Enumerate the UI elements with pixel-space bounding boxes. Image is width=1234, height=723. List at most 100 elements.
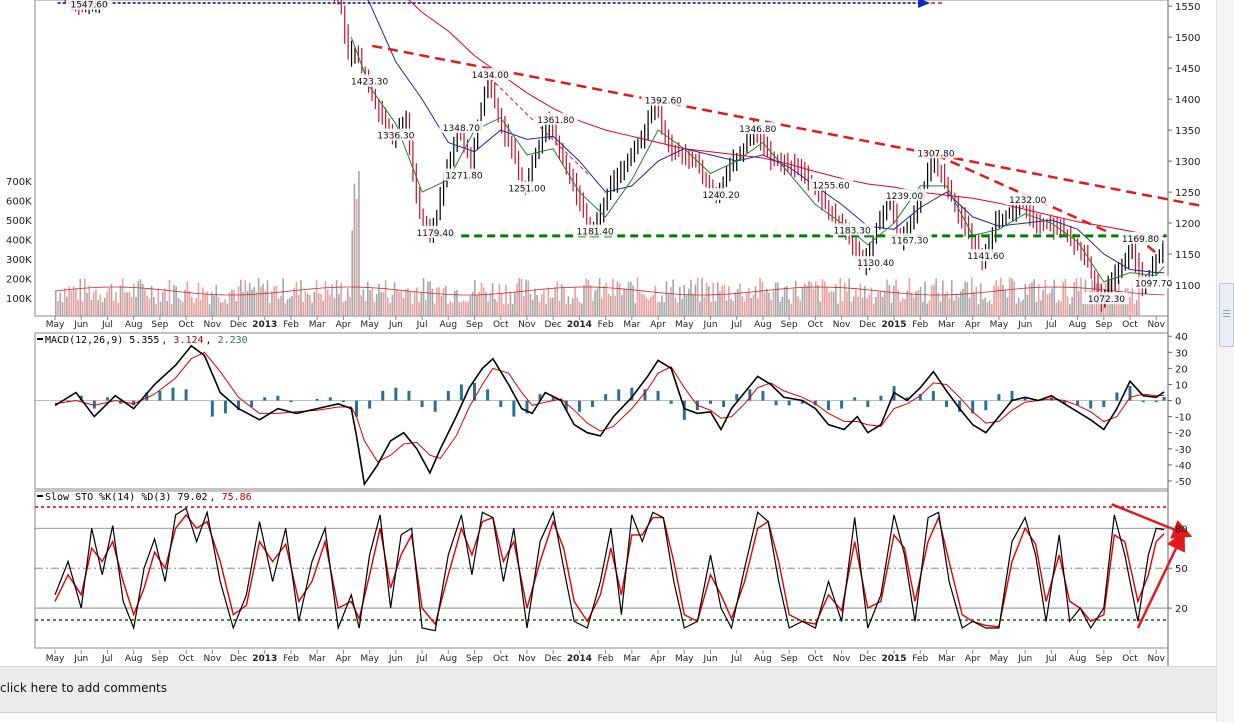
volume-bar: [482, 287, 485, 316]
add-comments-link[interactable]: click here to add comments: [0, 681, 168, 695]
macd-signal-value: 3.124: [173, 335, 203, 346]
volume-bar: [728, 286, 730, 316]
month-label: Dec: [544, 654, 561, 664]
annotation-bg: [347, 74, 392, 87]
annotation-bg: [1131, 276, 1176, 289]
volume-bar: [511, 303, 514, 316]
month-label: Mar: [309, 320, 326, 330]
volume-bar: [605, 282, 608, 316]
volume-bar: [739, 283, 741, 316]
volume-bar: [870, 287, 873, 316]
volume-bar: [402, 297, 405, 316]
panel-legends: MACD(12,26,9) 5.355, 3.124, 2.230 Slow STO …: [45, 335, 252, 503]
macd-tick-label: 10: [1175, 380, 1188, 391]
macd-histogram-bar: [263, 397, 267, 401]
volume-bar: [884, 291, 886, 316]
price-tick-label: 1450: [1175, 64, 1200, 75]
stock-chart: 1547.60 1423.30 1336.30 1179.40 1271.80 1348.…: [6, 0, 1202, 666]
volume-bar: [436, 287, 438, 316]
volume-bar: [338, 293, 340, 316]
month-label: Jul: [101, 654, 113, 664]
volume-bar: [968, 298, 971, 316]
volume-bar: [95, 289, 97, 316]
volume-bar: [574, 287, 576, 316]
month-label: Sep: [781, 320, 798, 330]
volume-bar: [748, 288, 750, 316]
volume-bar: [908, 278, 911, 316]
scrollbar-track[interactable]: [1216, 0, 1234, 722]
volume-bar: [924, 281, 926, 316]
volume-bar: [277, 298, 280, 316]
volume-bar: [864, 285, 866, 316]
annotation-bg: [533, 112, 578, 125]
volume-bar: [360, 295, 362, 316]
volume-bar: [1138, 277, 1140, 316]
volume-bar: [266, 280, 269, 316]
volume-bar: [1075, 278, 1078, 316]
macd-histogram-bar: [971, 400, 975, 414]
volume-bar: [1133, 303, 1136, 316]
volume-bar: [719, 291, 721, 316]
macd-histogram-bar: [879, 395, 883, 401]
month-label: 2014: [567, 654, 592, 664]
price-annotation: 1307.80: [917, 149, 954, 159]
volume-bar: [694, 284, 697, 316]
price-annotation: 1167.30: [891, 236, 928, 246]
volume-bar: [774, 282, 777, 316]
volume-bar: [353, 183, 356, 316]
macd-histogram-bar: [158, 390, 162, 401]
volume-bar: [150, 285, 153, 316]
volume-bar: [765, 288, 768, 316]
volume-bar: [418, 301, 420, 316]
volume-bar: [313, 291, 316, 316]
volume-bar: [817, 285, 819, 316]
annotation-bg: [1005, 193, 1050, 206]
volume-bar: [966, 282, 969, 316]
volume-bar: [335, 280, 338, 316]
volume-bar: [340, 282, 342, 316]
volume-bar: [638, 291, 641, 316]
macd-histogram-bar: [656, 390, 660, 401]
macd-histogram-bar: [92, 400, 96, 409]
macd-histogram-bar: [315, 398, 319, 401]
price-annotation: 1392.60: [645, 97, 682, 107]
macd-histogram-bar: [210, 400, 214, 417]
sto-k-value: 79.02: [177, 492, 207, 503]
volume-bar: [933, 284, 935, 316]
macd-histogram-bar: [591, 400, 595, 407]
volume-bar: [465, 301, 467, 316]
volume-bar: [224, 299, 226, 316]
volume-bar: [502, 304, 505, 316]
volume-bar: [529, 293, 532, 316]
volume-bar: [407, 288, 409, 316]
volume-bar: [977, 304, 980, 316]
volume-bar: [1031, 282, 1033, 316]
month-label: Jul: [101, 320, 113, 330]
volume-bar: [654, 285, 657, 316]
volume-bar: [520, 279, 523, 316]
macd-histogram-bar: [250, 400, 254, 407]
volume-bar: [351, 230, 354, 316]
month-label: 2013: [252, 654, 277, 664]
macd-histogram-bar: [944, 400, 948, 407]
macd-histogram-bar: [355, 400, 359, 417]
macd-histogram-bar: [564, 400, 568, 411]
volume-bar: [913, 297, 915, 316]
volume-average-line: [54, 286, 1165, 296]
volume-bar: [1071, 296, 1073, 316]
volume-bar: [237, 286, 240, 316]
volume-bar: [86, 292, 88, 316]
volume-bar: [1020, 301, 1022, 316]
volume-bar: [821, 279, 824, 316]
price-tick-label: 1550: [1175, 2, 1200, 13]
scrollbar-thumb[interactable]: [1219, 283, 1234, 347]
month-label: Jun: [388, 654, 403, 664]
macd-histogram-bar: [499, 400, 503, 407]
annotation-bg: [641, 93, 686, 106]
volume-bar: [505, 284, 507, 316]
volume-bar: [262, 283, 264, 316]
volume-bar: [133, 284, 135, 316]
volume-bar: [462, 300, 465, 316]
volume-bar: [248, 282, 251, 316]
volume-bar: [63, 288, 66, 316]
